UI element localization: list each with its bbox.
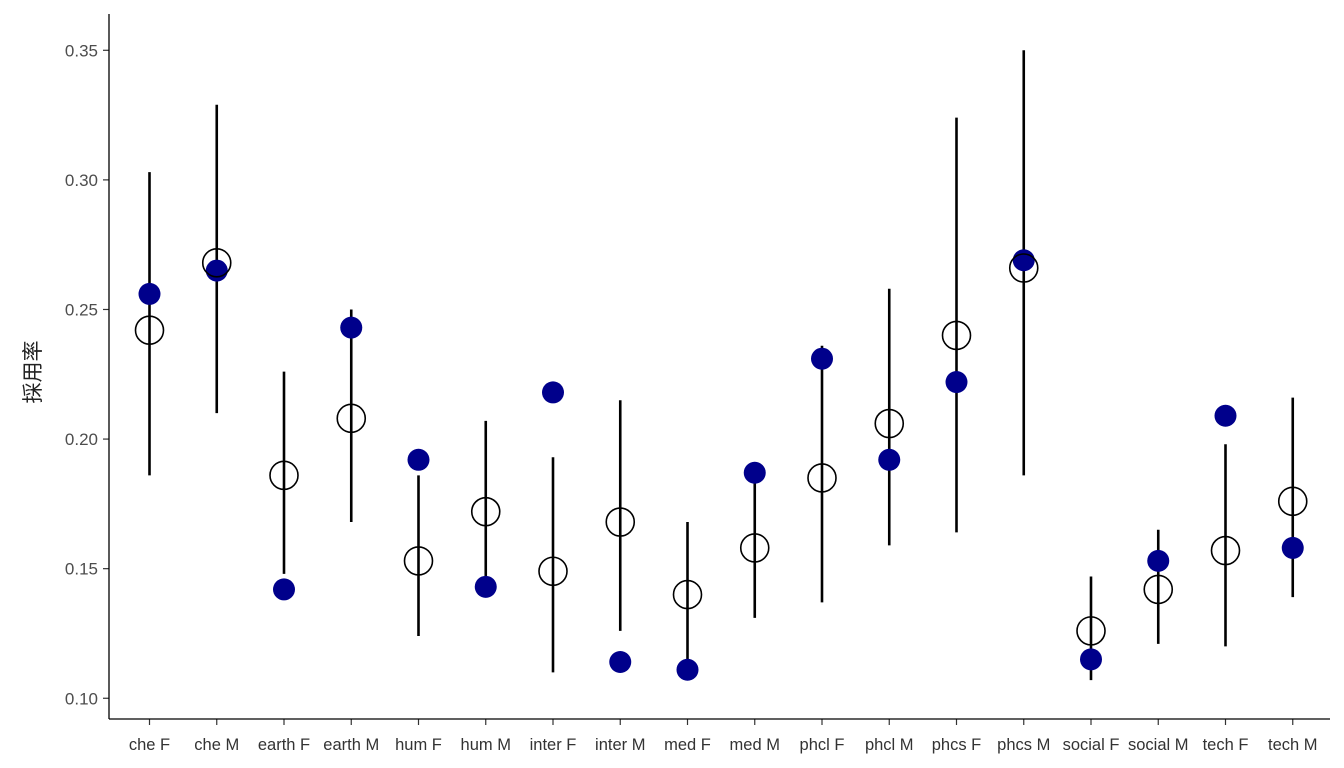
x-tick-label: inter F xyxy=(530,736,577,754)
observed-point xyxy=(743,461,766,484)
expected-point xyxy=(739,533,770,563)
observed-point xyxy=(1147,549,1170,572)
observed-point xyxy=(138,282,161,305)
x-tick-label: med M xyxy=(730,736,780,754)
y-tick-label: 0.30 xyxy=(65,171,98,190)
observed-point xyxy=(609,650,632,673)
x-tick-label: che M xyxy=(194,736,239,754)
observed-point xyxy=(273,578,295,601)
observed-point xyxy=(340,316,363,339)
observed-point xyxy=(878,448,901,471)
y-tick-label: 0.20 xyxy=(65,430,98,449)
expected-point xyxy=(605,507,636,537)
expected-point xyxy=(1143,574,1174,605)
observed-point xyxy=(1281,536,1304,559)
y-tick-label: 0.35 xyxy=(65,41,98,60)
x-tick-label: phcs F xyxy=(932,736,982,754)
y-tick-label: 0.15 xyxy=(65,560,98,579)
data-points xyxy=(134,248,1308,681)
observed-point xyxy=(1214,404,1237,427)
expected-point xyxy=(807,463,837,493)
x-tick-label: med F xyxy=(664,736,711,754)
x-tick-label: phcs M xyxy=(997,736,1050,754)
x-tick-label: earth F xyxy=(258,736,310,754)
expected-point xyxy=(201,248,232,278)
observed-point xyxy=(542,381,564,404)
expected-point xyxy=(336,403,367,434)
x-tick-label: hum M xyxy=(461,736,511,754)
y-axis: 0.10 0.15 0.20 0.25 0.30 0.35 xyxy=(65,41,109,708)
x-tick-label: hum F xyxy=(395,736,442,754)
expected-point xyxy=(1277,486,1308,517)
expected-point xyxy=(1076,616,1106,646)
x-tick-label: che F xyxy=(129,736,170,754)
y-axis-title: 採用率 xyxy=(21,341,45,404)
observed-point xyxy=(407,448,430,471)
x-tick-label: inter M xyxy=(595,736,645,754)
x-tick-label: phcl F xyxy=(800,736,845,754)
y-tick-label: 0.10 xyxy=(65,689,98,708)
x-tick-label: phcl M xyxy=(865,736,914,754)
expected-point xyxy=(941,320,972,351)
expected-point xyxy=(403,546,434,576)
observed-point xyxy=(945,371,968,394)
observed-point xyxy=(811,347,833,370)
x-tick-label: tech M xyxy=(1268,736,1318,754)
x-tick-label: social F xyxy=(1063,736,1120,754)
expected-point xyxy=(134,315,165,346)
expected-point xyxy=(672,579,703,610)
expected-point xyxy=(1210,535,1241,566)
observed-point xyxy=(1080,648,1102,671)
y-axis-title-group: 採用率 xyxy=(21,341,45,404)
x-axis: che F che M earth F earth M hum F hum M inter … xyxy=(129,719,1318,754)
expected-point xyxy=(1008,253,1039,283)
observed-point xyxy=(474,575,497,598)
observed-point xyxy=(676,658,699,681)
expected-point xyxy=(269,460,299,491)
x-tick-label: earth M xyxy=(323,736,379,754)
x-tick-label: tech F xyxy=(1203,736,1249,754)
expected-point xyxy=(874,408,905,439)
x-tick-label: social M xyxy=(1128,736,1189,754)
error-bars xyxy=(148,50,1295,681)
expected-point xyxy=(538,556,568,587)
expected-point xyxy=(470,496,501,527)
y-tick-label: 0.25 xyxy=(65,300,98,319)
